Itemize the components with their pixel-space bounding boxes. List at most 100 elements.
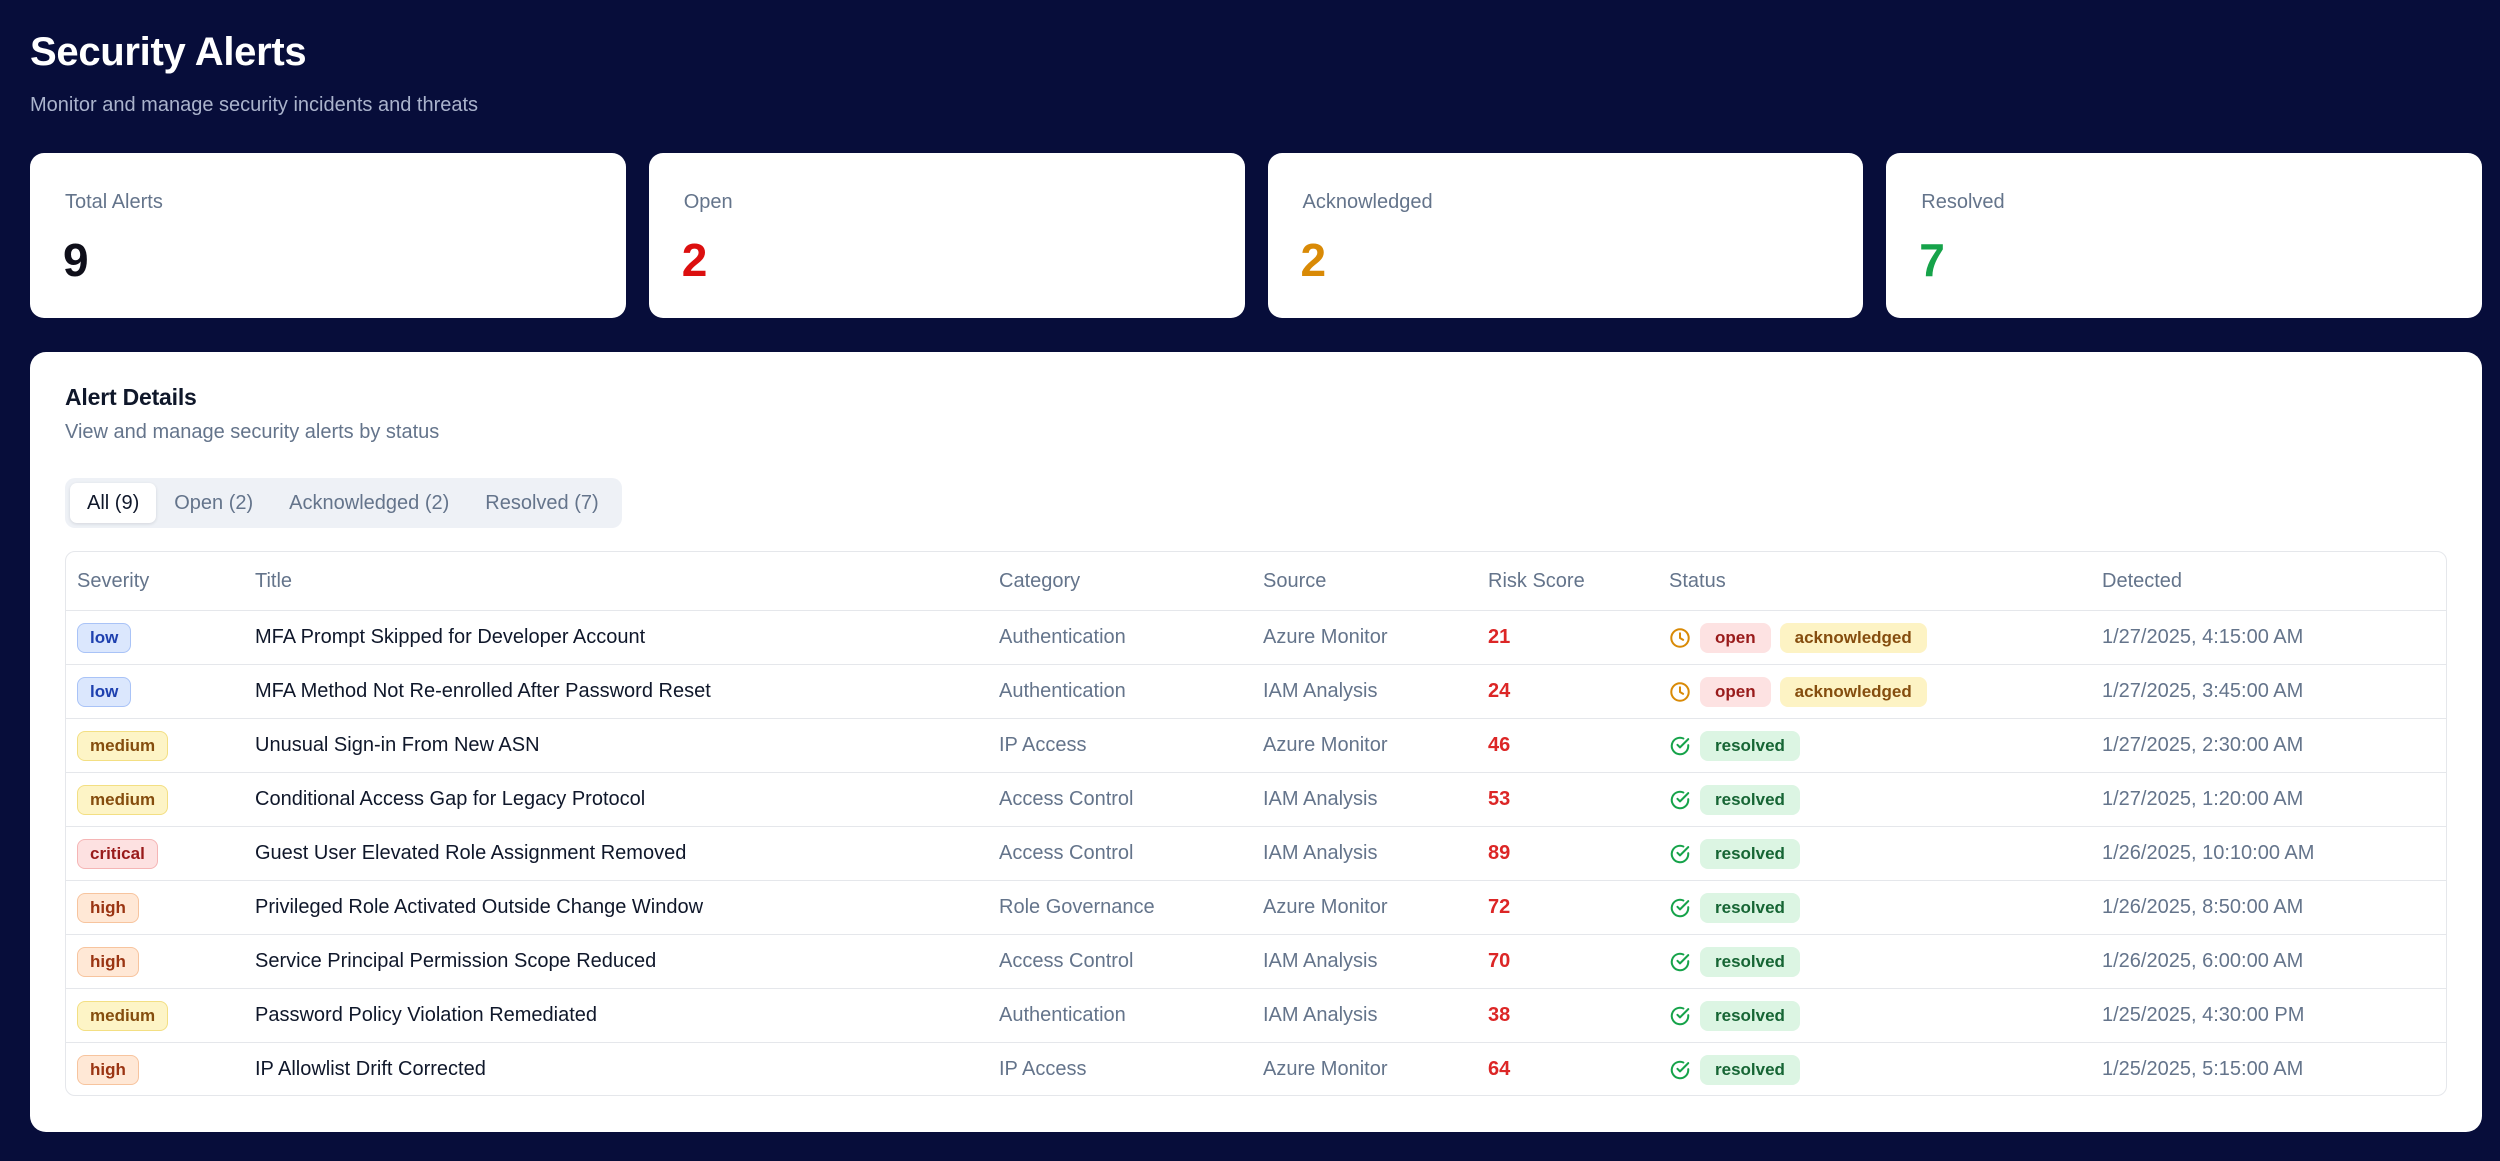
severity-cell: low <box>77 611 132 664</box>
risk-score: 89 <box>1488 842 1511 864</box>
severity-cell: high <box>77 881 139 934</box>
table-row[interactable]: low MFA Method Not Re-enrolled After Pass… <box>66 664 2446 718</box>
alert-category: Authentication <box>999 1004 1126 1026</box>
column-header-severity[interactable]: Severity <box>77 569 150 592</box>
stat-label: Total Alerts <box>65 191 163 213</box>
alert-category: IP Access <box>999 1058 1087 1080</box>
detected-time: 1/27/2025, 4:15:00 AM <box>2102 626 2304 648</box>
stats-row: Total Alerts 9 Open 2 Acknowledged 2 Res… <box>30 153 2482 318</box>
alert-source: IAM Analysis <box>1263 788 1378 810</box>
page-subtitle: Monitor and manage security incidents an… <box>30 94 479 116</box>
severity-cell: low <box>77 665 132 718</box>
column-header-status[interactable]: Status <box>1669 569 1726 592</box>
tab-acknowledged[interactable]: Acknowledged (2) <box>289 491 450 514</box>
alert-category: Access Control <box>999 950 1134 972</box>
table-row[interactable]: high IP Allowlist Drift Corrected IP Acces… <box>66 1042 2446 1095</box>
status-badge-resolved: resolved <box>1700 730 1800 761</box>
status-badge-resolved: resolved <box>1700 892 1800 923</box>
stat-card-resolved: Resolved 7 <box>1886 153 2482 318</box>
severity-badge: medium <box>77 730 169 761</box>
check-circle-icon <box>1669 789 1691 811</box>
status-cell: open acknowledged <box>1669 611 1927 664</box>
tab-resolved[interactable]: Resolved (7) <box>485 491 599 514</box>
status-cell: resolved <box>1669 935 1800 988</box>
status-cell: open acknowledged <box>1669 665 1927 718</box>
table-row[interactable]: medium Conditional Access Gap for Legacy … <box>66 772 2446 826</box>
alert-category: Access Control <box>999 842 1134 864</box>
column-header-source[interactable]: Source <box>1263 569 1327 592</box>
stat-value: 7 <box>1919 234 1945 286</box>
status-cell: resolved <box>1669 827 1800 880</box>
status-badge-acknowledged: acknowledged <box>1779 676 1927 707</box>
table-header-row: Severity Title Category Source Risk Scor… <box>66 552 2446 610</box>
check-circle-icon <box>1669 1005 1691 1027</box>
status-badge-open: open <box>1700 676 1771 707</box>
status-cell: resolved <box>1669 773 1800 826</box>
column-header-risk-score[interactable]: Risk Score <box>1488 569 1585 592</box>
severity-badge: high <box>77 1054 139 1085</box>
alert-title[interactable]: MFA Prompt Skipped for Developer Account <box>255 626 646 648</box>
alert-title[interactable]: Service Principal Permission Scope Reduc… <box>255 950 657 972</box>
stat-value: 9 <box>63 234 89 286</box>
stat-label: Acknowledged <box>1302 191 1433 213</box>
detected-time: 1/27/2025, 1:20:00 AM <box>2102 788 2304 810</box>
status-badge-resolved: resolved <box>1700 946 1800 977</box>
severity-cell: medium <box>77 719 169 772</box>
status-cell: resolved <box>1669 989 1800 1042</box>
alert-title[interactable]: Privileged Role Activated Outside Change… <box>255 896 704 918</box>
detected-time: 1/26/2025, 10:10:00 AM <box>2102 842 2315 864</box>
alert-details-card: Alert Details View and manage security a… <box>30 352 2482 1132</box>
card-title: Alert Details <box>65 384 197 410</box>
detected-time: 1/25/2025, 5:15:00 AM <box>2102 1058 2304 1080</box>
risk-score: 64 <box>1488 1058 1511 1080</box>
risk-score: 21 <box>1488 626 1511 648</box>
status-badge-resolved: resolved <box>1700 838 1800 869</box>
table-row[interactable]: high Privileged Role Activated Outside Ch… <box>66 880 2446 934</box>
alert-category: Access Control <box>999 788 1134 810</box>
alert-title[interactable]: Guest User Elevated Role Assignment Remo… <box>255 842 687 864</box>
alert-title[interactable]: MFA Method Not Re-enrolled After Passwor… <box>255 680 711 702</box>
table-row[interactable]: medium Password Policy Violation Remediat… <box>66 988 2446 1042</box>
detected-time: 1/26/2025, 6:00:00 AM <box>2102 950 2304 972</box>
table-row[interactable]: low MFA Prompt Skipped for Developer Acco… <box>66 610 2446 664</box>
risk-score: 24 <box>1488 680 1511 702</box>
alert-source: Azure Monitor <box>1263 626 1388 648</box>
tab-open[interactable]: Open (2) <box>174 491 254 514</box>
column-header-detected[interactable]: Detected <box>2102 569 2183 592</box>
check-circle-icon <box>1669 951 1691 973</box>
severity-cell: high <box>77 1043 139 1095</box>
status-badge-resolved: resolved <box>1700 1000 1800 1031</box>
table-row[interactable]: medium Unusual Sign-in From New ASN IP Acc… <box>66 718 2446 772</box>
clock-icon <box>1669 627 1691 649</box>
alert-category: Role Governance <box>999 896 1155 918</box>
alert-title[interactable]: Conditional Access Gap for Legacy Protoc… <box>255 788 646 810</box>
severity-badge: medium <box>77 784 169 815</box>
detected-time: 1/26/2025, 8:50:00 AM <box>2102 896 2304 918</box>
table-row[interactable]: high Service Principal Permission Scope R… <box>66 934 2446 988</box>
detected-time: 1/27/2025, 3:45:00 AM <box>2102 680 2304 702</box>
column-header-category[interactable]: Category <box>999 569 1081 592</box>
check-circle-icon <box>1669 843 1691 865</box>
severity-badge: high <box>77 892 139 923</box>
severity-cell: medium <box>77 773 169 826</box>
severity-badge: low <box>77 676 132 707</box>
alert-title[interactable]: Password Policy Violation Remediated <box>255 1004 598 1026</box>
table-row[interactable]: critical Guest User Elevated Role Assignm… <box>66 826 2446 880</box>
alert-title[interactable]: IP Allowlist Drift Corrected <box>255 1058 486 1080</box>
alert-source: IAM Analysis <box>1263 950 1378 972</box>
severity-cell: medium <box>77 989 169 1042</box>
status-badge-resolved: resolved <box>1700 784 1800 815</box>
severity-badge: high <box>77 946 139 977</box>
risk-score: 38 <box>1488 1004 1511 1026</box>
severity-badge: low <box>77 622 132 653</box>
alert-title[interactable]: Unusual Sign-in From New ASN <box>255 734 540 756</box>
status-tabs: All (9) Open (2) Acknowledged (2) Resolved … <box>65 478 622 528</box>
detected-time: 1/27/2025, 2:30:00 AM <box>2102 734 2304 756</box>
alert-source: Azure Monitor <box>1263 734 1388 756</box>
severity-cell: critical <box>77 827 158 880</box>
tab-all[interactable]: All (9) <box>70 483 157 523</box>
check-circle-icon <box>1669 1059 1691 1081</box>
alert-category: Authentication <box>999 680 1126 702</box>
stat-card-total: Total Alerts 9 <box>30 153 626 318</box>
column-header-title[interactable]: Title <box>255 569 293 592</box>
